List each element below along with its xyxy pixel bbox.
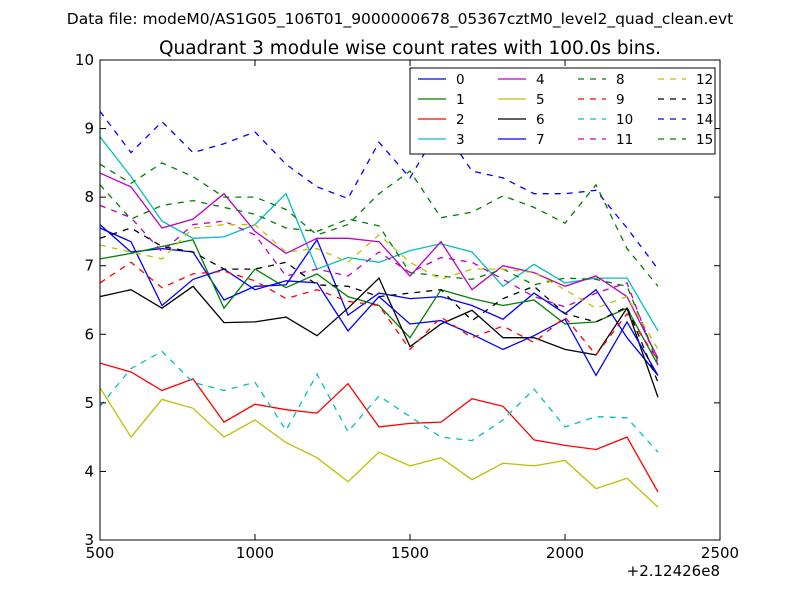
series-line-12 xyxy=(100,223,659,350)
x-offset-label: +2.12426e8 xyxy=(627,562,720,580)
x-tick-label: 500 xyxy=(86,544,115,562)
series-line-2 xyxy=(100,362,659,493)
y-tick-label: 5 xyxy=(84,394,94,412)
series-line-9 xyxy=(100,261,659,361)
x-tick-label: 2000 xyxy=(546,544,584,562)
series-line-11 xyxy=(100,204,659,366)
legend-label-12: 12 xyxy=(696,72,713,88)
legend-label-8: 8 xyxy=(616,72,625,88)
series-line-3 xyxy=(100,136,659,332)
series-line-1 xyxy=(100,238,659,366)
legend-box xyxy=(409,67,716,155)
x-tick-label: 1500 xyxy=(391,544,429,562)
plot-area xyxy=(100,111,659,508)
series-line-6 xyxy=(100,276,659,398)
x-tick-label: 2500 xyxy=(701,544,739,562)
series-line-8 xyxy=(100,184,659,362)
legend-label-9: 9 xyxy=(616,92,625,108)
legend-label-6: 6 xyxy=(536,112,545,128)
series-line-10 xyxy=(100,350,659,453)
legend-label-15: 15 xyxy=(696,132,713,148)
chart-suptitle: Data file: modeM0/AS1G05_106T01_90000006… xyxy=(67,10,733,29)
y-tick-label: 3 xyxy=(84,531,94,549)
y-tick-label: 4 xyxy=(84,462,94,480)
series-line-5 xyxy=(100,387,659,508)
legend-label-14: 14 xyxy=(696,112,713,128)
series-line-14 xyxy=(100,111,659,270)
chart-title: Quadrant 3 module wise count rates with … xyxy=(159,38,661,59)
y-tick-label: 7 xyxy=(84,257,94,275)
legend-label-1: 1 xyxy=(456,92,465,108)
series-line-0 xyxy=(100,224,659,376)
legend-label-10: 10 xyxy=(616,112,633,128)
series-line-13 xyxy=(100,227,659,383)
legend-label-0: 0 xyxy=(456,72,465,88)
series-line-7 xyxy=(100,227,659,377)
legend-label-11: 11 xyxy=(616,132,633,148)
series-line-15 xyxy=(100,162,659,287)
legend-label-5: 5 xyxy=(536,92,545,108)
y-tick-label: 9 xyxy=(84,120,94,138)
legend-label-2: 2 xyxy=(456,112,465,128)
y-tick-label: 8 xyxy=(84,188,94,206)
legend-label-4: 4 xyxy=(536,72,545,88)
y-tick-label: 6 xyxy=(84,325,94,343)
legend-label-7: 7 xyxy=(536,132,545,148)
x-tick-label: 1000 xyxy=(236,544,274,562)
y-tick-label: 10 xyxy=(75,51,94,69)
series-line-4 xyxy=(100,172,659,359)
legend-label-13: 13 xyxy=(696,92,713,108)
legend-label-3: 3 xyxy=(456,132,465,148)
